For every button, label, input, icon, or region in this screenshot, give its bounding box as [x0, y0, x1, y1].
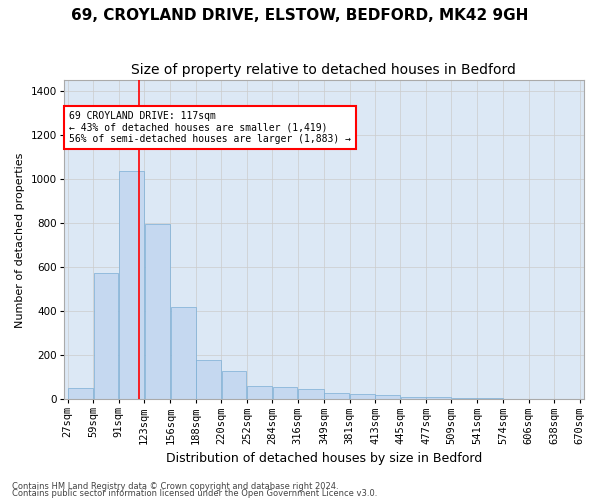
Bar	[477, 398, 503, 399]
Bar	[196, 360, 221, 399]
X-axis label: Distribution of detached houses by size in Bedford: Distribution of detached houses by size …	[166, 452, 482, 465]
Y-axis label: Number of detached properties: Number of detached properties	[15, 152, 25, 328]
Bar	[376, 395, 400, 399]
Bar	[145, 224, 170, 399]
Bar	[452, 398, 476, 399]
Bar	[350, 394, 374, 399]
Bar	[401, 397, 425, 399]
Bar	[325, 392, 349, 399]
Bar	[427, 397, 451, 399]
Bar	[298, 390, 323, 399]
Bar	[68, 388, 93, 399]
Text: Contains public sector information licensed under the Open Government Licence v3: Contains public sector information licen…	[12, 490, 377, 498]
Title: Size of property relative to detached houses in Bedford: Size of property relative to detached ho…	[131, 62, 516, 76]
Bar	[171, 307, 196, 399]
Bar	[247, 386, 272, 399]
Text: 69, CROYLAND DRIVE, ELSTOW, BEDFORD, MK42 9GH: 69, CROYLAND DRIVE, ELSTOW, BEDFORD, MK4…	[71, 8, 529, 22]
Bar	[94, 273, 118, 399]
Text: Contains HM Land Registry data © Crown copyright and database right 2024.: Contains HM Land Registry data © Crown c…	[12, 482, 338, 491]
Text: 69 CROYLAND DRIVE: 117sqm
← 43% of detached houses are smaller (1,419)
56% of se: 69 CROYLAND DRIVE: 117sqm ← 43% of detac…	[70, 111, 352, 144]
Bar	[222, 370, 247, 399]
Bar	[119, 170, 144, 399]
Bar	[272, 387, 298, 399]
